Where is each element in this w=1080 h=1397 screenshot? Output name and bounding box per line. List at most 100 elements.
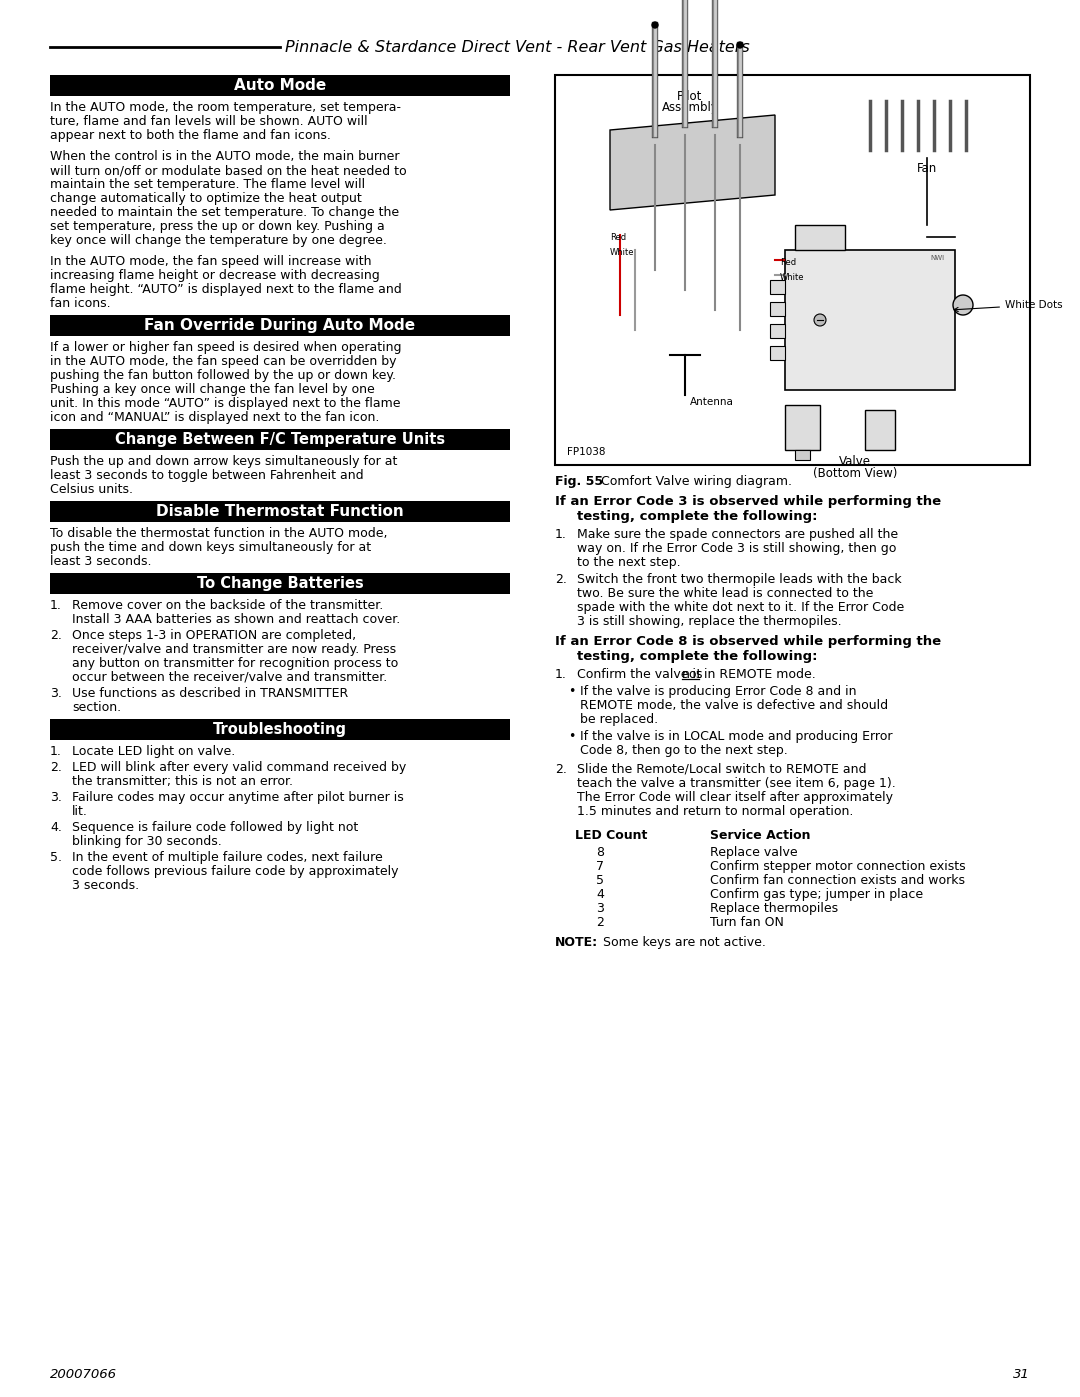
Text: Pinnacle & Stardance Direct Vent - Rear Vent Gas Heaters: Pinnacle & Stardance Direct Vent - Rear … — [285, 39, 750, 54]
Bar — [770, 302, 785, 316]
Text: Service Action: Service Action — [710, 828, 810, 842]
Text: 4: 4 — [596, 888, 604, 901]
Text: Antenna: Antenna — [690, 397, 734, 407]
Text: 2: 2 — [596, 916, 604, 929]
Text: 3 seconds.: 3 seconds. — [72, 879, 139, 893]
Text: Remove cover on the backside of the transmitter.: Remove cover on the backside of the tran… — [72, 599, 383, 612]
Text: 3.: 3. — [50, 791, 62, 805]
Text: spade with the white dot next to it. If the Error Code: spade with the white dot next to it. If … — [577, 601, 904, 615]
Bar — [785, 405, 820, 450]
Text: set temperature, press the up or down key. Pushing a: set temperature, press the up or down ke… — [50, 219, 384, 233]
Text: appear next to both the flame and fan icons.: appear next to both the flame and fan ic… — [50, 129, 330, 142]
Text: Once steps 1-3 in OPERATION are completed,: Once steps 1-3 in OPERATION are complete… — [72, 629, 356, 643]
Bar — [990, 98, 1000, 154]
Text: increasing flame height or decrease with decreasing: increasing flame height or decrease with… — [50, 270, 380, 282]
Text: occur between the receiver/valve and transmitter.: occur between the receiver/valve and tra… — [72, 671, 388, 685]
Text: Fan Override During Auto Mode: Fan Override During Auto Mode — [145, 319, 416, 332]
Text: In the AUTO mode, the room temperature, set tempera-: In the AUTO mode, the room temperature, … — [50, 101, 401, 115]
Text: When the control is in the AUTO mode, the main burner: When the control is in the AUTO mode, th… — [50, 149, 400, 163]
Text: Assembly: Assembly — [662, 101, 718, 115]
Text: Fig. 55: Fig. 55 — [555, 475, 603, 488]
Text: LED will blink after every valid command received by: LED will blink after every valid command… — [72, 761, 406, 774]
Text: 1.: 1. — [555, 668, 567, 680]
Text: Confirm fan connection exists and works: Confirm fan connection exists and works — [710, 875, 966, 887]
Text: 31: 31 — [1013, 1368, 1030, 1382]
Text: 5: 5 — [596, 875, 604, 887]
Circle shape — [988, 119, 1002, 133]
Bar — [855, 98, 1000, 103]
Text: NOTE:: NOTE: — [555, 936, 598, 949]
Text: two. Be sure the white lead is connected to the: two. Be sure the white lead is connected… — [577, 587, 874, 599]
Polygon shape — [940, 415, 980, 455]
Text: push the time and down keys simultaneously for at: push the time and down keys simultaneous… — [50, 541, 372, 555]
Text: way on. If rhe Error Code 3 is still showing, then go: way on. If rhe Error Code 3 is still sho… — [577, 542, 896, 555]
Text: Failure codes may occur anytime after pilot burner is: Failure codes may occur anytime after pi… — [72, 791, 404, 805]
Bar — [795, 225, 845, 250]
Text: Valve: Valve — [839, 455, 870, 468]
Text: section.: section. — [72, 701, 121, 714]
Text: the transmitter; this is not an error.: the transmitter; this is not an error. — [72, 775, 293, 788]
FancyBboxPatch shape — [847, 89, 1008, 161]
Bar — [50, 573, 510, 594]
Text: Pushing a key once will change the fan level by one: Pushing a key once will change the fan l… — [50, 383, 375, 395]
Text: will turn on/off or modulate based on the heat needed to: will turn on/off or modulate based on th… — [50, 163, 407, 177]
Text: Red: Red — [610, 233, 626, 242]
Text: Some keys are not active.: Some keys are not active. — [599, 936, 766, 949]
Text: Locate LED light on valve.: Locate LED light on valve. — [72, 745, 235, 759]
Text: code follows previous failure code by approximately: code follows previous failure code by ap… — [72, 865, 399, 877]
Text: If a lower or higher fan speed is desired when operating: If a lower or higher fan speed is desire… — [50, 341, 402, 353]
Text: Red: Red — [780, 258, 796, 267]
Text: change automatically to optimize the heat output: change automatically to optimize the hea… — [50, 191, 362, 205]
Circle shape — [737, 42, 743, 47]
Text: 1.5 minutes and return to normal operation.: 1.5 minutes and return to normal operati… — [577, 805, 853, 819]
Circle shape — [652, 22, 658, 28]
Circle shape — [853, 119, 867, 133]
Text: 2.: 2. — [50, 761, 62, 774]
Text: to the next step.: to the next step. — [577, 556, 680, 569]
Text: in the AUTO mode, the fan speed can be overridden by: in the AUTO mode, the fan speed can be o… — [50, 355, 396, 367]
Text: If the valve is in LOCAL mode and producing Error: If the valve is in LOCAL mode and produc… — [580, 731, 892, 743]
Text: To disable the thermostat function in the AUTO mode,: To disable the thermostat function in th… — [50, 527, 388, 541]
Text: REMOTE mode, the valve is defective and should: REMOTE mode, the valve is defective and … — [580, 698, 888, 712]
Text: 5.: 5. — [50, 851, 62, 863]
Text: Replace valve: Replace valve — [710, 847, 798, 859]
Text: FP1038: FP1038 — [567, 447, 606, 457]
Circle shape — [953, 295, 973, 314]
Text: Troubleshooting: Troubleshooting — [213, 722, 347, 738]
Text: 1.: 1. — [555, 528, 567, 541]
Text: Code 8, then go to the next step.: Code 8, then go to the next step. — [580, 745, 787, 757]
Text: Confirm gas type; jumper in place: Confirm gas type; jumper in place — [710, 888, 923, 901]
Text: Switch the front two thermopile leads with the back: Switch the front two thermopile leads wi… — [577, 573, 902, 585]
Text: 4.: 4. — [50, 821, 62, 834]
Text: key once will change the temperature by one degree.: key once will change the temperature by … — [50, 235, 387, 247]
Text: ture, flame and fan levels will be shown. AUTO will: ture, flame and fan levels will be shown… — [50, 115, 367, 129]
Text: 20007066: 20007066 — [50, 1368, 117, 1382]
Text: 3: 3 — [596, 902, 604, 915]
Text: White: White — [780, 272, 805, 282]
Text: Comfort Valve wiring diagram.: Comfort Valve wiring diagram. — [593, 475, 792, 488]
Text: Install 3 AAA batteries as shown and reattach cover.: Install 3 AAA batteries as shown and rea… — [72, 613, 401, 626]
Bar — [785, 250, 955, 390]
Text: testing, complete the following:: testing, complete the following: — [577, 510, 818, 522]
Text: Slide the Remote/Local switch to REMOTE and: Slide the Remote/Local switch to REMOTE … — [577, 763, 866, 775]
Text: least 3 seconds to toggle between Fahrenheit and: least 3 seconds to toggle between Fahren… — [50, 469, 364, 482]
Bar — [555, 75, 1030, 465]
Text: Sequence is failure code followed by light not: Sequence is failure code followed by lig… — [72, 821, 359, 834]
Text: The Error Code will clear itself after approximately: The Error Code will clear itself after a… — [577, 791, 893, 805]
Text: Turn fan ON: Turn fan ON — [710, 916, 784, 929]
Text: icon and “MANUAL” is displayed next to the fan icon.: icon and “MANUAL” is displayed next to t… — [50, 411, 379, 425]
Text: Make sure the spade connectors are pushed all the: Make sure the spade connectors are pushe… — [577, 528, 899, 541]
Text: maintain the set temperature. The flame level will: maintain the set temperature. The flame … — [50, 177, 365, 191]
Text: If an Error Code 8 is observed while performing the: If an Error Code 8 is observed while per… — [555, 636, 941, 648]
Text: unit. In this mode “AUTO” is displayed next to the flame: unit. In this mode “AUTO” is displayed n… — [50, 397, 401, 409]
Text: testing, complete the following:: testing, complete the following: — [577, 650, 818, 664]
Bar — [795, 450, 810, 460]
Text: Confirm stepper motor connection exists: Confirm stepper motor connection exists — [710, 861, 966, 873]
Bar — [865, 409, 895, 450]
Text: In the AUTO mode, the fan speed will increase with: In the AUTO mode, the fan speed will inc… — [50, 256, 372, 268]
Text: teach the valve a transmitter (see item 6, page 1).: teach the valve a transmitter (see item … — [577, 777, 895, 789]
Text: In the event of multiple failure codes, next failure: In the event of multiple failure codes, … — [72, 851, 382, 863]
Text: be replaced.: be replaced. — [580, 712, 658, 726]
Bar — [770, 279, 785, 293]
Text: White: White — [610, 249, 635, 257]
